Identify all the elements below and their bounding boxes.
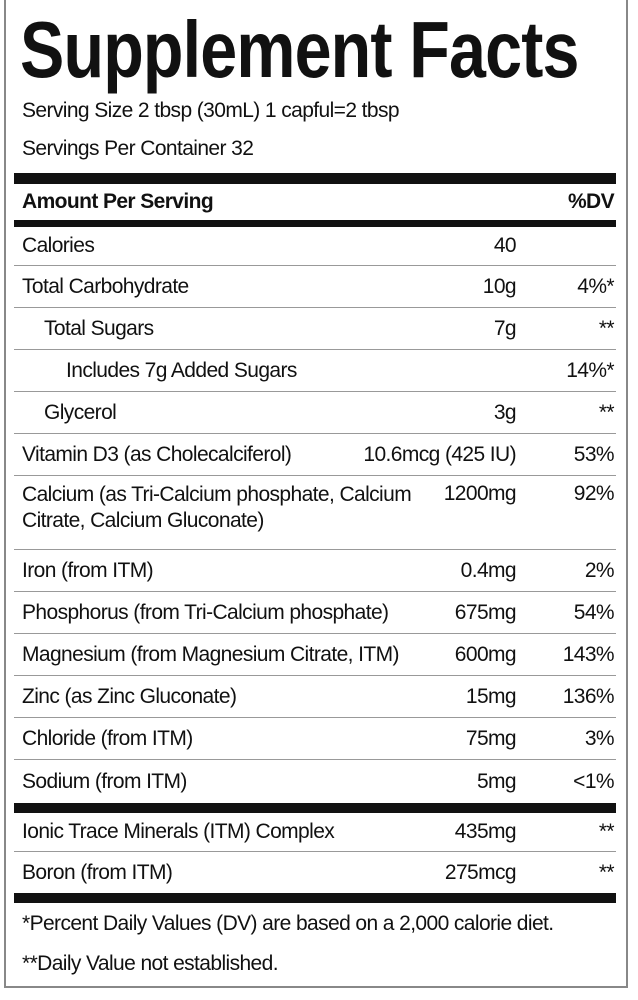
nutrient-row: Includes 7g Added Sugars 14%* [14, 350, 616, 392]
ingredient-dv: ** [598, 820, 615, 843]
nutrient-name: Chloride (from ITM) [22, 726, 193, 750]
nutrient-name: Sodium (from ITM) [22, 769, 187, 793]
nutrient-amount: 3g [493, 400, 517, 424]
ingredient-dv: ** [598, 860, 615, 884]
nutrient-amount: 7g [493, 316, 517, 340]
nutrient-name: Vitamin D3 (as Cholecalciferol) [22, 442, 292, 466]
nutrient-name: Total Carbohydrate [22, 274, 189, 298]
nutrient-row: Iron (from ITM) 0.4mg 2% [14, 550, 616, 592]
footnote-dv: *Percent Daily Values (DV) are based on … [22, 912, 554, 935]
other-ingredient-row: Ionic Trace Minerals (ITM) Complex 435mg *… [14, 813, 616, 852]
supplement-facts-panel [4, 0, 628, 988]
other-ingredient-row: Boron (from ITM) 275mcg ** [14, 852, 616, 893]
nutrient-row: Chloride (from ITM) 75mg 3% [14, 718, 616, 760]
nutrient-name: Calcium (as Tri-Calcium phosphate, Calci… [22, 482, 412, 534]
nutrient-amount: 10.6mcg (425 IU) [363, 442, 516, 466]
servings-per-container: Servings Per Container 32 [22, 137, 254, 160]
nutrient-amount: 10g [482, 274, 517, 298]
nutrient-name: Iron (from ITM) [22, 558, 154, 582]
nutrient-dv: 14%* [566, 358, 614, 382]
nutrient-dv: 4%* [577, 274, 614, 298]
ingredient-name: Ionic Trace Minerals (ITM) Complex [22, 820, 335, 843]
nutrient-name-line: Calcium (as Tri-Calcium phosphate, Calci… [22, 483, 412, 506]
dv-label: %DV [567, 190, 615, 213]
nutrient-amount: 600mg [454, 642, 517, 666]
nutrient-amount: 0.4mg [460, 558, 517, 582]
nutrient-row: Total Carbohydrate 10g 4%* [14, 266, 616, 308]
nutrient-dv: 92% [573, 482, 615, 505]
nutrient-row: Sodium (from ITM) 5mg <1% [14, 760, 616, 803]
nutrient-dv: ** [598, 316, 615, 340]
ingredient-amount: 275mcg [444, 860, 517, 884]
nutrient-dv: 54% [573, 600, 615, 624]
thick-divider [14, 803, 616, 813]
nutrient-amount: 675mg [454, 600, 517, 624]
nutrient-name: Includes 7g Added Sugars [66, 358, 297, 382]
nutrient-name: Calories [22, 234, 95, 257]
nutrient-dv: <1% [573, 769, 614, 793]
thick-divider [14, 173, 616, 184]
nutrient-name-line: Citrate, Calcium Gluconate) [22, 509, 264, 532]
nutrient-amount: 1200mg [443, 482, 517, 505]
nutrient-name: Glycerol [44, 400, 117, 424]
serving-size: Serving Size 2 tbsp (30mL) 1 capful=2 tb… [22, 99, 400, 122]
nutrient-dv: 3% [584, 726, 615, 750]
footnote-not-established: **Daily Value not established. [22, 952, 279, 975]
nutrient-dv: 2% [584, 558, 615, 582]
nutrient-amount: 75mg [465, 726, 517, 750]
amount-per-serving-label: Amount Per Serving [22, 190, 214, 213]
panel-title: Supplement Facts [20, 5, 579, 94]
divider [14, 220, 616, 227]
nutrient-row: Calcium (as Tri-Calcium phosphate, Calci… [14, 476, 616, 550]
nutrient-row: Total Sugars 7g ** [14, 308, 616, 350]
nutrient-row: Calories 40 [14, 227, 616, 266]
nutrient-row: Magnesium (from Magnesium Citrate, ITM) 6… [14, 634, 616, 676]
nutrient-row: Phosphorus (from Tri-Calcium phosphate) 6… [14, 592, 616, 634]
nutrient-name: Zinc (as Zinc Gluconate) [22, 684, 237, 708]
nutrient-row: Glycerol 3g ** [14, 392, 616, 434]
nutrient-row: Vitamin D3 (as Cholecalciferol) 10.6mcg (… [14, 434, 616, 476]
nutrient-amount: 5mg [476, 769, 517, 793]
header-row: Amount Per Serving %DV [14, 184, 616, 220]
nutrient-dv: ** [598, 400, 615, 424]
nutrient-amount: 15mg [465, 684, 517, 708]
ingredient-name: Boron (from ITM) [22, 860, 173, 884]
nutrient-dv: 53% [573, 442, 615, 466]
nutrient-name: Total Sugars [44, 316, 154, 340]
nutrient-dv: 136% [562, 684, 615, 708]
nutrient-name: Magnesium (from Magnesium Citrate, ITM) [22, 642, 399, 666]
ingredient-amount: 435mg [454, 820, 517, 843]
nutrient-row: Zinc (as Zinc Gluconate) 15mg 136% [14, 676, 616, 718]
nutrient-name: Phosphorus (from Tri-Calcium phosphate) [22, 600, 389, 624]
thick-divider [14, 893, 616, 903]
nutrient-amount: 40 [493, 234, 517, 257]
nutrient-dv: 143% [562, 642, 615, 666]
